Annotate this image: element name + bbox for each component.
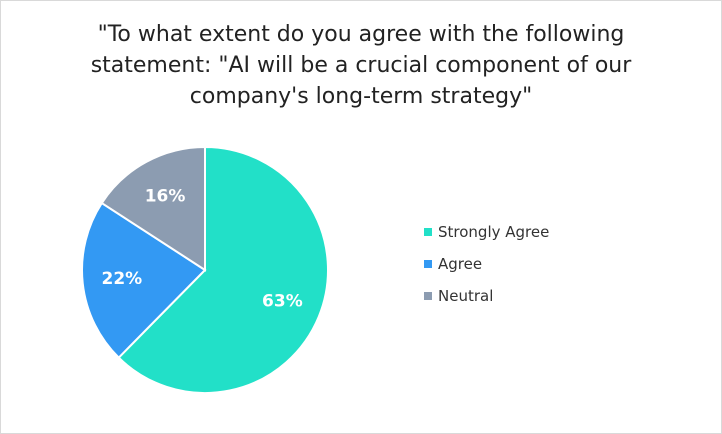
chart-title-line-1: "To what extent do you agree with the fo… (97, 22, 625, 47)
legend-label-neutral: Neutral (438, 287, 494, 305)
pie-slice-agree (81, 201, 207, 360)
legend-label-strongly-agree: Strongly Agree (438, 223, 550, 241)
chart-title-line-3: company's long-term strategy" (189, 84, 533, 109)
legend-swatch-neutral (424, 292, 432, 300)
pie-slice-neutral (100, 145, 206, 272)
legend-item-strongly-agree: Strongly Agree (424, 216, 549, 248)
pie-data-label-agree: 22% (102, 269, 143, 289)
legend-swatch-strongly-agree (424, 228, 432, 236)
pie-data-label-neutral: 16% (145, 187, 186, 207)
legend-item-neutral: Neutral (424, 280, 549, 312)
legend-label-agree: Agree (438, 255, 483, 273)
chart-title: "To what extent do you agree with the fo… (41, 19, 681, 112)
chart-title-line-2: statement: "AI will be a crucial compone… (90, 53, 632, 78)
pie-slice-strongly-agree (117, 145, 329, 394)
legend-item-agree: Agree (424, 248, 549, 280)
chart-legend: Strongly Agree Agree Neutral (424, 216, 549, 312)
pie-data-label-strongly-agree: 63% (262, 292, 303, 312)
legend-swatch-agree (424, 260, 432, 268)
